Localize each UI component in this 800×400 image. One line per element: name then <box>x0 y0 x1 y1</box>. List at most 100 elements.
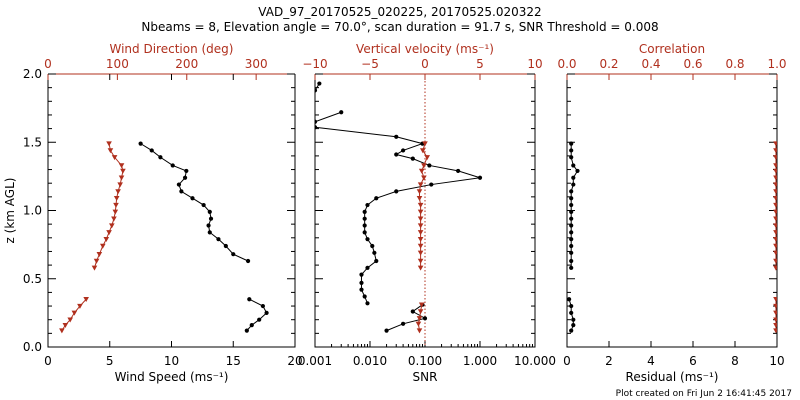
data-point-triangle <box>418 168 425 174</box>
data-point-triangle <box>773 209 777 215</box>
data-point <box>429 182 434 187</box>
data-point <box>176 182 182 187</box>
data-point-triangle <box>113 202 119 208</box>
y-axis-label: z (km AGL) <box>3 178 17 244</box>
data-point <box>575 168 580 174</box>
data-point <box>477 175 483 180</box>
data-point <box>569 148 574 153</box>
data-point-triangle <box>773 196 777 202</box>
top-tick-label: 5 <box>476 57 484 71</box>
panel-correlation: 0 2 4 6 8 10 Residual (ms⁻¹) 0.0 0.2 0.4 0.6 0.8 1.0… <box>557 42 786 384</box>
data-point-triangle <box>420 148 426 154</box>
data-point-triangle <box>93 258 100 264</box>
bottom-tick-label: 6 <box>689 354 697 368</box>
data-point-triangle <box>417 223 424 229</box>
data-point <box>315 125 318 130</box>
data-point <box>365 265 370 270</box>
data-point-triangle <box>773 163 777 169</box>
bottom-tick-label: 0.010 <box>353 354 387 368</box>
data-point <box>569 216 574 221</box>
data-point <box>401 148 406 153</box>
data-point <box>207 230 212 235</box>
data-point-triangle <box>417 258 424 264</box>
data-point <box>359 287 364 292</box>
data-point <box>567 297 572 302</box>
data-point <box>569 310 574 315</box>
data-point <box>216 237 221 242</box>
data-point <box>384 328 389 333</box>
top-tick-label: −10 <box>302 57 327 71</box>
data-point <box>456 168 461 174</box>
data-point-triangle <box>417 230 424 236</box>
data-point-triangle <box>773 236 777 242</box>
data-point <box>571 317 576 322</box>
data-point <box>571 323 576 328</box>
axes-frame <box>566 74 778 348</box>
y-tick-label: 1.5 <box>23 135 42 149</box>
data-point-triangle <box>113 196 120 202</box>
axes-frame <box>47 74 296 348</box>
plot-created-footer: Plot created on Fri Jun 2 16:41:45 2017 <box>616 389 792 399</box>
data-point <box>362 230 367 235</box>
data-point <box>317 81 322 86</box>
data-point-triangle <box>773 182 777 188</box>
data-point <box>359 280 364 285</box>
data-point <box>571 163 576 168</box>
data-point-triangle <box>417 265 424 271</box>
data-point-triangle <box>418 302 425 308</box>
data-point-triangle <box>773 310 777 316</box>
bottom-tick-label: 5 <box>106 354 114 368</box>
bottom-tick-label: 4 <box>647 354 655 368</box>
data-point-triangle <box>773 216 777 222</box>
bottom-tick-label: 10 <box>769 354 784 368</box>
data-point-triangle <box>111 216 117 222</box>
top-tick-label: 300 <box>245 57 268 71</box>
data-point <box>569 243 574 249</box>
data-point <box>569 202 574 208</box>
top-axis-label: Wind Direction (deg) <box>110 42 234 56</box>
data-point <box>394 152 399 157</box>
top-tick-label: 0.2 <box>599 57 618 71</box>
data-point <box>569 303 574 309</box>
data-point <box>571 182 576 187</box>
data-point <box>374 196 379 201</box>
bottom-tick-label: 10.000 <box>514 354 556 368</box>
data-point-triangle <box>773 250 777 256</box>
bottom-tick-label: 0 <box>563 354 571 368</box>
top-tick-label: 1.0 <box>767 57 786 71</box>
data-point <box>179 189 184 194</box>
bottom-tick-label: 0.100 <box>408 354 442 368</box>
data-point-triangle <box>424 155 430 161</box>
data-point <box>207 209 212 214</box>
data-point-triangle <box>91 265 98 271</box>
data-point <box>359 272 364 277</box>
data-point-triangle <box>71 310 78 316</box>
panel-snr: 0.001 0.010 0.100 1.000 10.000 SNR −10 −5 0 5 10 Ve… <box>298 42 556 384</box>
data-point-triangle <box>100 243 106 249</box>
data-point-triangle <box>421 175 427 181</box>
bottom-axis-label: Wind Speed (ms⁻¹) <box>115 370 229 384</box>
data-point <box>410 309 415 314</box>
data-point <box>315 119 318 124</box>
data-point-triangle <box>77 303 83 309</box>
figure-title: VAD_97_20170525_020225, 20170525.020322 <box>258 5 541 19</box>
data-point-triangle <box>773 202 777 208</box>
data-point <box>422 316 428 321</box>
data-point-triangle <box>421 163 427 169</box>
data-point-triangle <box>416 196 423 202</box>
bottom-tick-label: 10 <box>164 354 179 368</box>
data-point-triangle <box>773 155 777 161</box>
data-point <box>410 156 415 161</box>
data-point <box>370 243 375 249</box>
data-point <box>158 155 163 160</box>
data-point <box>362 209 367 214</box>
data-point <box>247 297 252 302</box>
data-point-triangle <box>773 265 777 271</box>
data-point-triangle <box>106 230 112 236</box>
data-layer <box>59 141 269 334</box>
data-point <box>394 134 399 139</box>
data-point <box>190 196 195 201</box>
y-tick-label: 2.0 <box>23 67 42 81</box>
top-tick-label: 0.8 <box>725 57 744 71</box>
